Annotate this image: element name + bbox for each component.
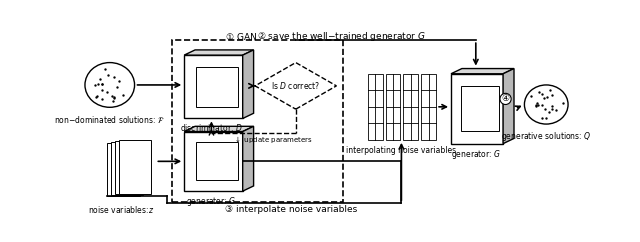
- Bar: [421, 74, 436, 140]
- Polygon shape: [184, 50, 253, 55]
- Bar: [115, 141, 147, 194]
- Polygon shape: [451, 68, 514, 74]
- Polygon shape: [196, 142, 238, 181]
- Text: generator: $G$: generator: $G$: [451, 148, 501, 161]
- Bar: [111, 142, 143, 195]
- Ellipse shape: [524, 85, 568, 124]
- Polygon shape: [255, 63, 337, 109]
- Text: ③ interpolate noise variables: ③ interpolate noise variables: [225, 205, 357, 214]
- Bar: [403, 74, 419, 140]
- Polygon shape: [196, 67, 238, 107]
- Text: $\downarrow$ update parameters: $\downarrow$ update parameters: [234, 134, 314, 145]
- Text: ④: ④: [502, 94, 509, 103]
- Polygon shape: [503, 68, 514, 144]
- Bar: [172, 40, 343, 202]
- Text: generator: $G$: generator: $G$: [186, 195, 237, 208]
- Ellipse shape: [85, 63, 134, 107]
- Polygon shape: [184, 55, 243, 119]
- Text: ① GAN: ① GAN: [227, 33, 257, 42]
- Text: ② save the well$-$trained generator $G$: ② save the well$-$trained generator $G$: [257, 30, 426, 43]
- Polygon shape: [461, 86, 499, 131]
- Bar: [367, 74, 383, 140]
- Text: discriminator: $D$: discriminator: $D$: [180, 122, 243, 133]
- Polygon shape: [184, 131, 243, 191]
- Text: noise variables:$z$: noise variables:$z$: [88, 204, 154, 215]
- Bar: [385, 74, 401, 140]
- Text: Is $D$ correct?: Is $D$ correct?: [271, 80, 321, 91]
- Bar: [108, 143, 140, 196]
- Bar: [119, 140, 152, 194]
- Polygon shape: [243, 50, 253, 119]
- Text: generative solutions: $Q$: generative solutions: $Q$: [501, 130, 591, 143]
- Polygon shape: [184, 126, 253, 131]
- Polygon shape: [243, 126, 253, 191]
- Text: interpolating noise variables: interpolating noise variables: [346, 145, 456, 154]
- Polygon shape: [451, 74, 503, 144]
- Text: non$-$dominated solutions: $\mathcal{F}$: non$-$dominated solutions: $\mathcal{F}$: [54, 114, 165, 125]
